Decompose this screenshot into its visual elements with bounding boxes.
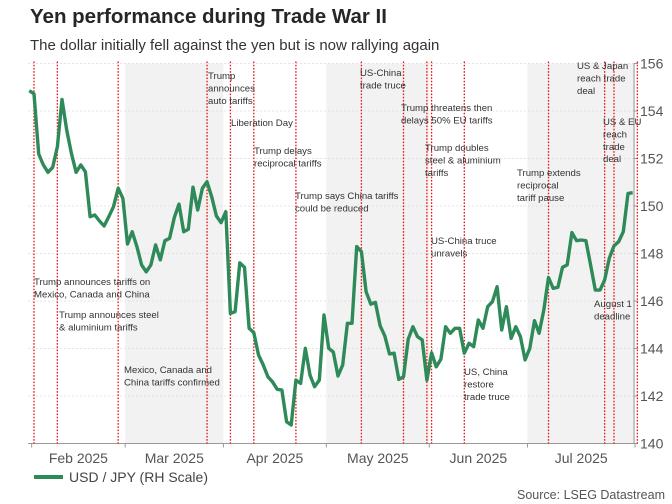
event-annotation-line: announces — [208, 83, 255, 94]
y-tick-label: 150 — [640, 198, 664, 214]
y-tick-label: 142 — [640, 388, 664, 404]
event-annotation: US, China restore trade truce — [464, 367, 510, 403]
event-annotation-line: Trump says China tariffs — [295, 191, 399, 202]
event-annotation-line: August 1 — [594, 299, 632, 310]
event-annotation: Trump delays reciprocal tariffs — [254, 146, 322, 169]
legend-label: USD / JPY (RH Scale) — [69, 469, 208, 485]
y-tick-label: 152 — [640, 151, 664, 167]
event-annotation-line: Trump announces steel — [59, 310, 159, 321]
x-tick-label: Jun 2025 — [450, 450, 508, 466]
event-annotation-line: China tariffs confirmed — [124, 377, 220, 388]
y-tick-label: 144 — [640, 341, 664, 357]
event-annotation: US & EU reach trade deal — [603, 117, 641, 165]
y-tick-label: 140 — [640, 436, 664, 452]
event-annotation-line: Trump threatens then — [401, 103, 492, 114]
event-annotation-line: tariffs — [425, 168, 448, 179]
event-annotation-line: US, China — [464, 367, 508, 378]
event-annotation-line: Trump doubles — [425, 143, 489, 154]
event-annotation-line: & aluminium tariffs — [59, 322, 138, 333]
x-tick-label: Apr 2025 — [246, 450, 303, 466]
event-annotation-line: US & Japan — [577, 61, 628, 72]
event-annotation-line: Trump — [208, 71, 235, 82]
event-annotation-line: Trump delays — [254, 146, 312, 157]
chart-subtitle: The dollar initially fell against the ye… — [30, 37, 440, 54]
event-annotation-line: deal — [603, 154, 621, 165]
event-annotation-line: Mexico, Canada and China — [34, 289, 150, 300]
y-tick-label: 154 — [640, 103, 664, 119]
event-annotation-line: Trump extends — [517, 168, 581, 179]
event-annotation-line: US-China truce — [431, 236, 497, 247]
event-annotation: Liberation Day — [231, 118, 293, 129]
event-annotation-line: reciprocal tariffs — [254, 158, 322, 169]
event-annotation-line: delays 50% EU tariffs — [401, 115, 493, 126]
event-annotation-line: reciprocal — [517, 180, 559, 191]
event-annotation: Trump extends reciprocal tariff pause — [517, 168, 581, 204]
x-tick-label: Feb 2025 — [49, 450, 108, 466]
event-annotation-line: steel & aluminium — [425, 155, 501, 166]
event-annotation: Trump announces tariffs on Mexico, Canada… — [34, 277, 150, 300]
event-annotation-line: deadline — [594, 311, 630, 322]
event-annotation-line: deal — [577, 86, 595, 97]
event-annotation-line: US & EU — [603, 117, 641, 128]
event-annotation-line: unravels — [431, 248, 467, 259]
event-annotation: US-China truce unravels — [431, 236, 497, 259]
y-tick-label: 148 — [640, 246, 664, 262]
event-annotation-line: Mexico, Canada and — [124, 365, 212, 376]
event-annotation-line: restore — [464, 379, 494, 390]
chart-title: Yen performance during Trade War II — [30, 5, 387, 28]
event-annotation: Trump announces steel & aluminium tariffs — [59, 310, 159, 333]
x-tick-label: May 2025 — [347, 450, 409, 466]
event-annotation-line: Liberation Day — [231, 118, 293, 129]
event-annotation: Trump announces auto tariffs — [208, 71, 255, 107]
y-tick-label: 156 — [640, 56, 664, 72]
event-annotation-line: auto tariffs — [208, 96, 253, 107]
event-annotation-line: reach trade — [577, 73, 626, 84]
event-annotation-line: Trump announces tariffs on — [34, 277, 150, 288]
event-annotation-line: trade truce — [464, 392, 510, 403]
y-tick-label: 146 — [640, 293, 664, 309]
event-annotation-line: US-China — [360, 68, 402, 79]
event-annotation: US-China trade truce — [360, 68, 406, 91]
event-annotation: Trump doubles steel & aluminium tariffs — [425, 143, 501, 179]
event-annotation-line: could be reduced — [295, 203, 369, 214]
event-annotation: Trump threatens then delays 50% EU tariff… — [401, 103, 493, 126]
event-annotation-line: reach — [603, 129, 627, 140]
event-annotation: US & Japan reach trade deal — [577, 61, 628, 97]
x-tick-label: Mar 2025 — [145, 450, 204, 466]
event-annotation: Mexico, Canada and China tariffs confirme… — [124, 365, 220, 388]
event-annotation: August 1 deadline — [594, 299, 632, 322]
event-annotation-line: trade — [603, 142, 625, 153]
x-tick-label: Jul 2025 — [555, 450, 608, 466]
event-annotation-line: tariff pause — [517, 193, 564, 204]
event-annotation: Trump says China tariffs could be reduced — [295, 191, 399, 214]
event-annotation-line: trade truce — [360, 80, 406, 91]
source-note: Source: LSEG Datastream — [517, 488, 665, 502]
usd-jpy-line — [28, 89, 633, 427]
